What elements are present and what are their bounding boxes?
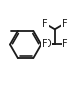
Text: F: F — [62, 19, 67, 29]
Text: F: F — [42, 39, 47, 49]
Text: F: F — [62, 39, 68, 49]
Text: O: O — [43, 39, 51, 49]
Text: F: F — [42, 19, 48, 29]
